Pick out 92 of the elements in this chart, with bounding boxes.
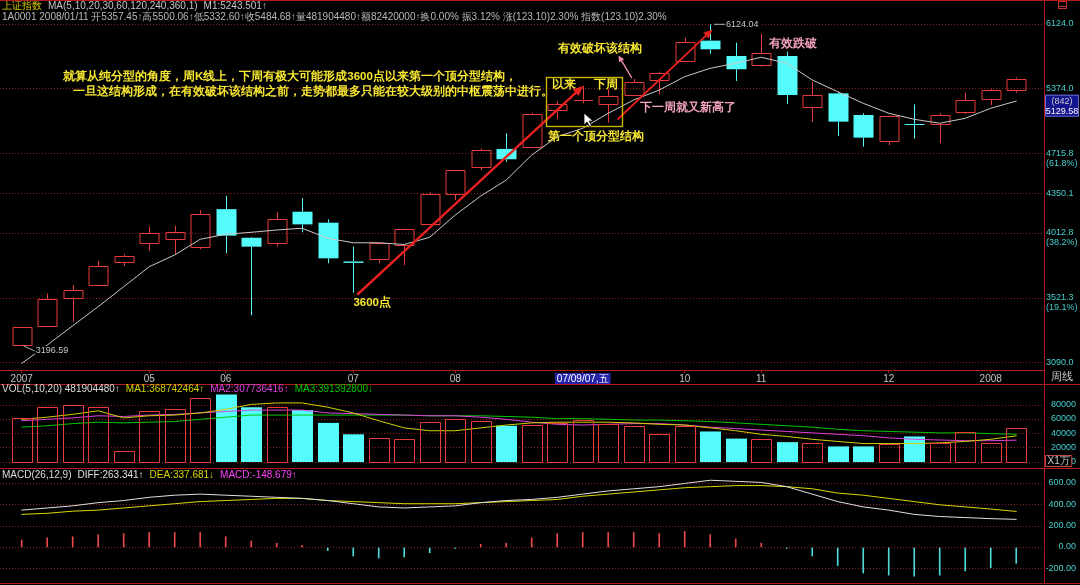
bar: [649, 434, 670, 463]
x-tick-label: 06: [220, 372, 232, 384]
y-tick-label: 400.00: [1048, 499, 1076, 510]
y-tick-label: 200.00: [1048, 520, 1076, 531]
series-label: DIFF:263.341↑: [77, 468, 144, 480]
x-tick-label: 07: [347, 372, 360, 384]
text: M1:5243.501↑: [203, 0, 267, 11]
y-axis-title: X1万: [1047, 455, 1070, 467]
legend-title: MA(5,10,20,30,60,120,240,360,1): [48, 0, 198, 11]
bar: [777, 442, 798, 463]
x-axis-title: 周线: [1051, 370, 1073, 383]
bar: [394, 439, 415, 463]
annotation: 下一周就又新高了: [639, 99, 736, 113]
bar: [547, 423, 568, 463]
x-tick-label: 12: [883, 372, 895, 384]
bar: [700, 431, 721, 463]
y-tick-label: 4715.8 (61.8%): [1046, 148, 1078, 169]
bar: [12, 418, 33, 463]
y-tick-label: 0.00: [1058, 541, 1076, 552]
bar: [904, 436, 925, 463]
bar: [955, 432, 976, 463]
y-tick-label: 0: [1070, 456, 1076, 467]
bar: [216, 394, 237, 463]
bar: [726, 438, 747, 463]
annotation: 第一个顶分型结构: [546, 129, 644, 143]
bar: [165, 409, 186, 463]
x-tick-label: 08: [449, 372, 462, 384]
bar: [267, 407, 288, 463]
bar: [88, 407, 109, 463]
x-tick-label: 05: [143, 372, 156, 384]
bar: [853, 446, 874, 463]
y-tick-label: 3521.3 (19.1%): [1046, 292, 1078, 313]
bar: [1006, 428, 1027, 463]
annotation: 6124.04: [726, 18, 759, 29]
bar: [981, 443, 1002, 463]
chart-title: MACD(26,12,9): [2, 468, 72, 480]
y-tick-label: 4350.1: [1046, 188, 1074, 199]
annotation: 3196.59: [35, 345, 69, 356]
bar: [751, 439, 772, 463]
y-tick-label: 80000: [1050, 399, 1076, 410]
bar: [343, 434, 364, 463]
bar: [930, 443, 951, 463]
annotation: 就算从纯分型的角度，周K线上，下周有极大可能形成3600点以来第一个顶分型结构，一旦这结构形成，在有效破坏该结构之前，走势都最多只能在较大级别的中枢震荡中进行。: [62, 69, 553, 99]
y-tick-label: 5374.0: [1046, 83, 1074, 94]
text: MA3:391392800↓: [294, 382, 374, 394]
bar: [420, 422, 441, 463]
bar: [573, 420, 594, 463]
bar: [63, 405, 84, 463]
y-tick-label: 20000: [1050, 442, 1076, 453]
y-tick-label: 600.00: [1048, 477, 1076, 488]
bar: [190, 398, 211, 463]
x-tick-label: 07/09/07,五: [556, 372, 609, 384]
bar: [292, 410, 313, 463]
x-tick-label: 10: [679, 372, 691, 384]
bar: [37, 407, 58, 463]
series-label: MA2:307736416↑: [210, 382, 289, 394]
y-tick-label: 3090.0: [1046, 357, 1074, 368]
bar: [675, 426, 696, 463]
text: (842) 5129.58: [1045, 96, 1079, 117]
bar: [139, 411, 160, 463]
text: 1A0001 2008/01/11 开5357.45↑高5500.06↑低5332.60↑收5484.68↑量481904480↑额82420000↑换0.00% 振3.12% 涨(123.10)2.30% 指数(123.10)2.30%: [2, 10, 667, 22]
bar: [522, 425, 543, 463]
y-tick-label: 40000: [1050, 428, 1076, 439]
x-tick-label: 11: [756, 372, 767, 384]
bar: [241, 407, 262, 463]
annotation: MACD:-148.679↑: [220, 468, 297, 480]
bar: [802, 443, 823, 463]
series-label: MA1:368742464↑: [125, 382, 205, 394]
bar: [471, 421, 492, 463]
chart-title: VOL(5,10,20) 481904480↑: [2, 382, 120, 394]
y-tick-label: 6124.0: [1046, 18, 1074, 29]
bar: [624, 426, 645, 463]
bar: [879, 444, 900, 463]
annotation: 下周: [593, 78, 618, 91]
bar: [114, 451, 135, 463]
bar: [828, 446, 849, 463]
chart-title: 上证指数: [2, 0, 42, 11]
x-tick-label: 2007: [10, 372, 34, 384]
bar: [496, 425, 517, 463]
annotation: 3600点: [353, 294, 392, 309]
annotation: 以来: [551, 77, 576, 91]
bar: [598, 424, 619, 463]
y-tick-label: -200.00: [1045, 563, 1076, 574]
y-tick-label: 4012.8 (38.2%): [1046, 227, 1078, 248]
annotation: 有效跌破: [768, 36, 818, 51]
x-tick-label: 2008: [979, 372, 1003, 384]
y-tick-label: 60000: [1050, 413, 1076, 424]
bar: [318, 422, 339, 463]
bar: [445, 419, 466, 463]
bar: [369, 438, 390, 463]
annotation: 有效破坏该结构: [557, 41, 642, 56]
text: DEA:337.681↓: [149, 468, 215, 480]
